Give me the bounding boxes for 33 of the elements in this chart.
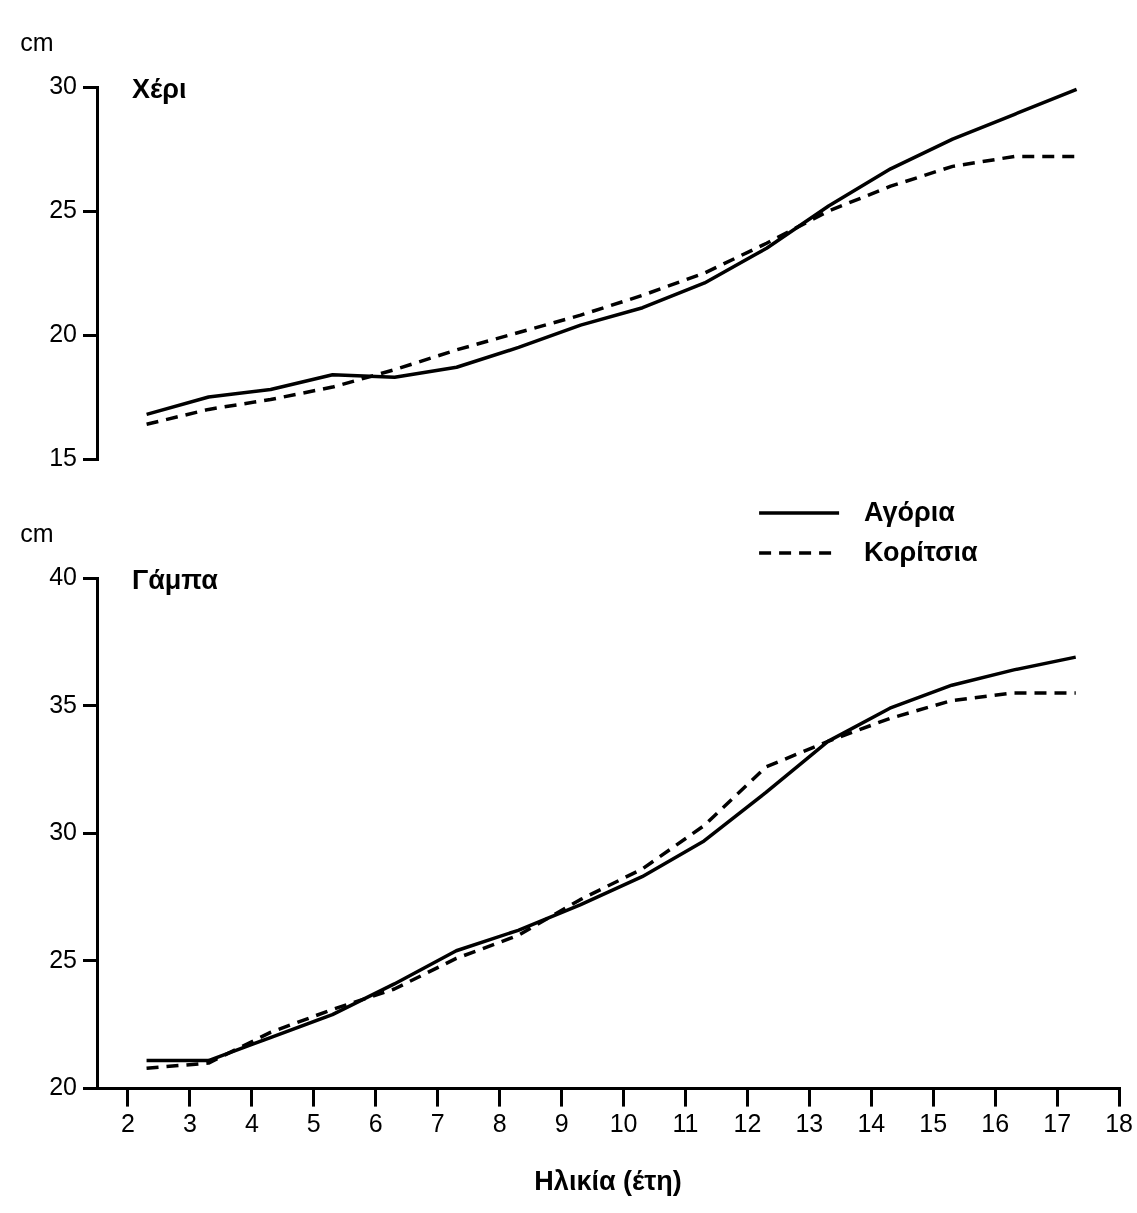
x-tick-label: 16	[981, 1109, 1010, 1138]
x-tick-label: 3	[182, 1109, 197, 1138]
legend-label: Κορίτσια	[864, 537, 978, 568]
x-tick-label: 8	[492, 1109, 507, 1138]
x-tick-label: 7	[430, 1109, 445, 1138]
x-tick-label: 17	[1043, 1109, 1072, 1138]
x-tick-label: 4	[244, 1109, 259, 1138]
x-tick-label: 14	[857, 1109, 886, 1138]
x-tick-label: 15	[919, 1109, 948, 1138]
y-tick-label: 35	[49, 689, 77, 718]
legend-label: Αγόρια	[864, 497, 956, 528]
y-tick-label: 25	[49, 194, 77, 223]
y-tick-label: 15	[49, 442, 77, 471]
x-tick-label: 13	[795, 1109, 824, 1138]
y-tick-label: 20	[49, 1072, 77, 1101]
x-tick-label: 12	[733, 1109, 762, 1138]
chart-title: Γάμπα	[132, 564, 219, 595]
chart-title: Χέρι	[132, 73, 187, 104]
x-tick-label: 2	[121, 1109, 135, 1138]
y-tick-label: 25	[49, 944, 77, 973]
y-axis-title: cm	[20, 28, 54, 57]
x-tick-label: 6	[368, 1109, 383, 1138]
y-tick-label: 20	[49, 318, 77, 347]
y-tick-label: 30	[49, 70, 77, 99]
y-tick-label: 30	[49, 817, 77, 846]
x-tick-label: 11	[672, 1109, 699, 1138]
x-tick-label: 18	[1105, 1109, 1133, 1138]
y-tick-label: 40	[49, 561, 77, 590]
x-tick-label: 5	[306, 1109, 321, 1138]
x-tick-label: 10	[609, 1109, 638, 1138]
x-tick-label: 9	[554, 1109, 569, 1138]
y-axis-title: cm	[20, 519, 54, 548]
x-axis-title: Ηλικία (έτη)	[534, 1166, 682, 1197]
